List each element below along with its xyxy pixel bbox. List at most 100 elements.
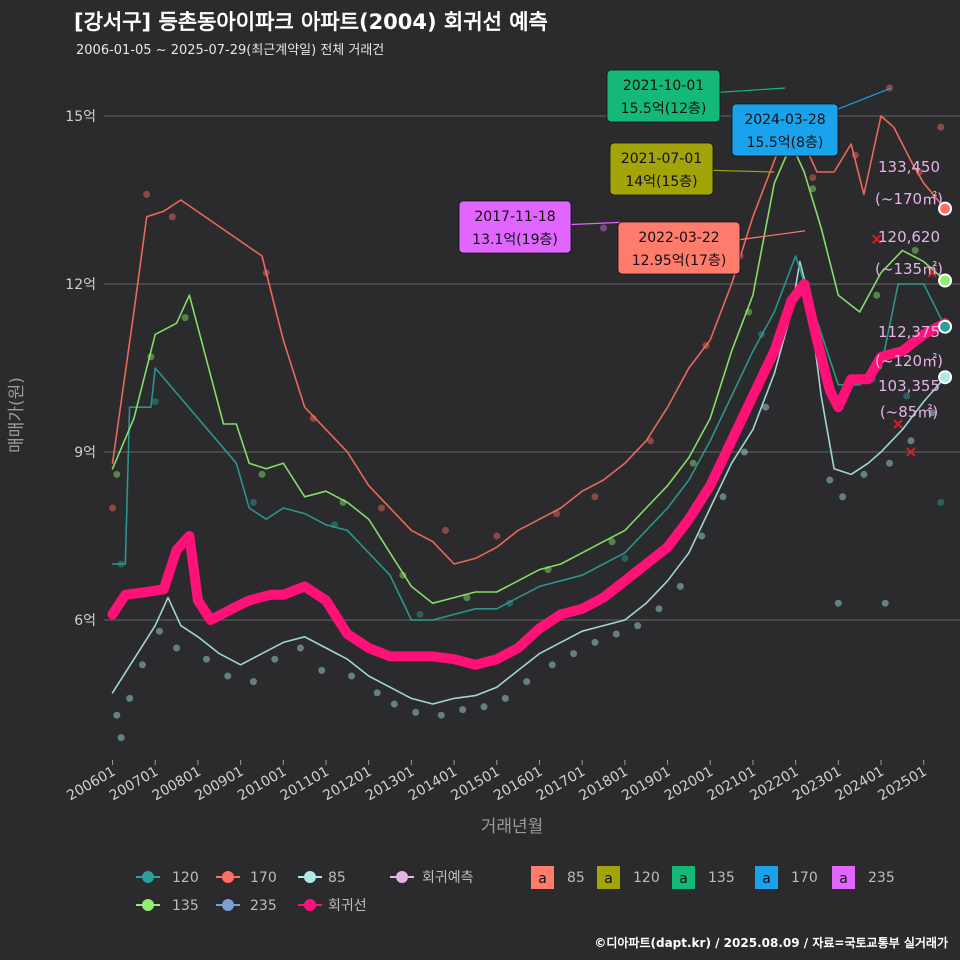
legend-label: 회귀예측	[422, 870, 474, 886]
legend-box-glyph: a	[762, 871, 771, 887]
scatter-point-235	[600, 224, 608, 232]
scatter-point-85	[834, 599, 842, 607]
end-area-label: (~85㎡)	[880, 403, 938, 421]
scatter-point-85	[907, 437, 915, 445]
series-lines	[107, 115, 951, 705]
scatter-point-170	[886, 84, 894, 92]
scatter-point-120	[249, 498, 257, 506]
scatter-point-85	[249, 678, 257, 686]
grid-lines	[104, 115, 960, 621]
scatter-point-120	[937, 498, 945, 506]
legend-box-label: 135	[708, 870, 735, 886]
annotation-price: 15.5억(8층)	[747, 135, 824, 151]
scatter-points	[109, 84, 945, 742]
scatter-point-170	[442, 526, 450, 534]
scatter-point-85	[437, 711, 445, 719]
scatter-point-85	[860, 470, 868, 478]
cancel-mark	[893, 419, 903, 429]
legend-label: 회귀선	[328, 898, 367, 914]
scatter-point-85	[117, 734, 125, 742]
scatter-point-85	[501, 694, 509, 702]
scatter-point-135	[181, 314, 189, 322]
scatter-point-85	[612, 630, 620, 638]
end-point-85	[938, 370, 953, 385]
cancel-mark	[872, 234, 882, 244]
y-tick-label: 6억	[74, 613, 96, 629]
scatter-point-170	[168, 213, 176, 221]
scatter-point-120	[903, 392, 911, 400]
scatter-point-85	[719, 493, 727, 501]
scatter-point-85	[138, 661, 146, 669]
scatter-point-85	[459, 706, 467, 714]
legend-label: 170	[250, 870, 277, 886]
scatter-point-85	[113, 711, 121, 719]
legend-box-key	[597, 866, 620, 889]
legend-point-key	[304, 871, 316, 883]
scatter-point-85	[655, 605, 663, 613]
legend-point-key	[304, 899, 316, 911]
legend-box-glyph: a	[538, 871, 547, 887]
scatter-point-85	[480, 703, 488, 711]
end-area-label: (~135㎡)	[875, 260, 943, 278]
annotations: 2017-11-18 13.1억(19층) 2022-03-22 12.95억(17층…	[458, 69, 892, 275]
cancel-marks	[872, 234, 937, 457]
scatter-point-170	[937, 123, 945, 131]
source-caption: ©디아파트(dapt.kr) / 2025.08.09 / 자료=국토교통부 실…	[594, 936, 948, 950]
annotation-box	[731, 103, 839, 157]
legend-box-key	[672, 866, 695, 889]
series-line-135	[111, 143, 946, 604]
scatter-point-85	[224, 672, 232, 680]
scatter-point-85	[202, 655, 210, 663]
legend-box-label: 235	[868, 870, 895, 886]
legend-box-glyph: a	[604, 871, 613, 887]
scatter-point-170	[493, 532, 501, 540]
end-point-135	[938, 273, 953, 288]
scatter-point-135	[463, 594, 471, 602]
annotation-date: 2022-03-22	[638, 230, 719, 246]
scatter-point-85	[548, 661, 556, 669]
scatter-point-85	[676, 582, 684, 590]
scatter-point-85	[126, 694, 134, 702]
annotation-box	[609, 142, 714, 196]
annotation-box	[606, 69, 721, 123]
scatter-point-135	[911, 246, 919, 254]
annotation-box	[458, 200, 572, 254]
scatter-point-170	[309, 414, 317, 422]
scatter-point-85	[390, 700, 398, 708]
scatter-point-85	[634, 622, 642, 630]
series-line-120	[111, 255, 946, 621]
end-value-label: 112,375	[878, 323, 940, 341]
y-tick-label: 9억	[74, 445, 96, 461]
scatter-point-85	[156, 627, 164, 635]
legend-point-key	[222, 899, 234, 911]
legend-box-label: 170	[791, 870, 818, 886]
scatter-point-135	[113, 470, 121, 478]
scatter-point-85	[839, 493, 847, 501]
x-axis-title: 거래년월	[481, 817, 544, 837]
scatter-point-85	[523, 678, 531, 686]
scatter-point-85	[296, 644, 304, 652]
scatter-point-120	[416, 610, 424, 618]
y-axis-ticks: 6억 9억 12억 15억	[65, 109, 96, 629]
annotation-price: 13.1억(19층)	[472, 232, 558, 248]
end-value-label: 120,620	[878, 228, 940, 246]
scatter-point-85	[826, 476, 834, 484]
scatter-point-170	[109, 504, 117, 512]
legend-box-label: 120	[633, 870, 660, 886]
annotation-price: 15.5억(12층)	[621, 101, 707, 117]
scatter-point-135	[608, 538, 616, 546]
legend-label: 135	[172, 898, 199, 914]
legend-box-glyph: a	[839, 871, 848, 887]
scatter-point-85	[373, 689, 381, 697]
end-area-label: (~170㎡)	[875, 190, 943, 208]
legend-point-key	[396, 871, 408, 883]
annotation-date: 2017-11-18	[474, 209, 555, 225]
scatter-point-85	[570, 650, 578, 658]
annotation-price: 12.95억(17층)	[632, 253, 727, 269]
annotation-date: 2021-07-01	[621, 151, 702, 167]
legend-box-key	[832, 866, 855, 889]
annotation-date: 2024-03-28	[744, 112, 825, 128]
legend: 120 170 85 회귀예측 135 235 회귀선 a 85 a 120 a 135 a 170 a 235	[136, 866, 895, 914]
regression-line	[107, 279, 951, 670]
chart-title: [강서구] 등촌동아이파크 아파트(2004) 회귀선 예측	[74, 10, 548, 34]
